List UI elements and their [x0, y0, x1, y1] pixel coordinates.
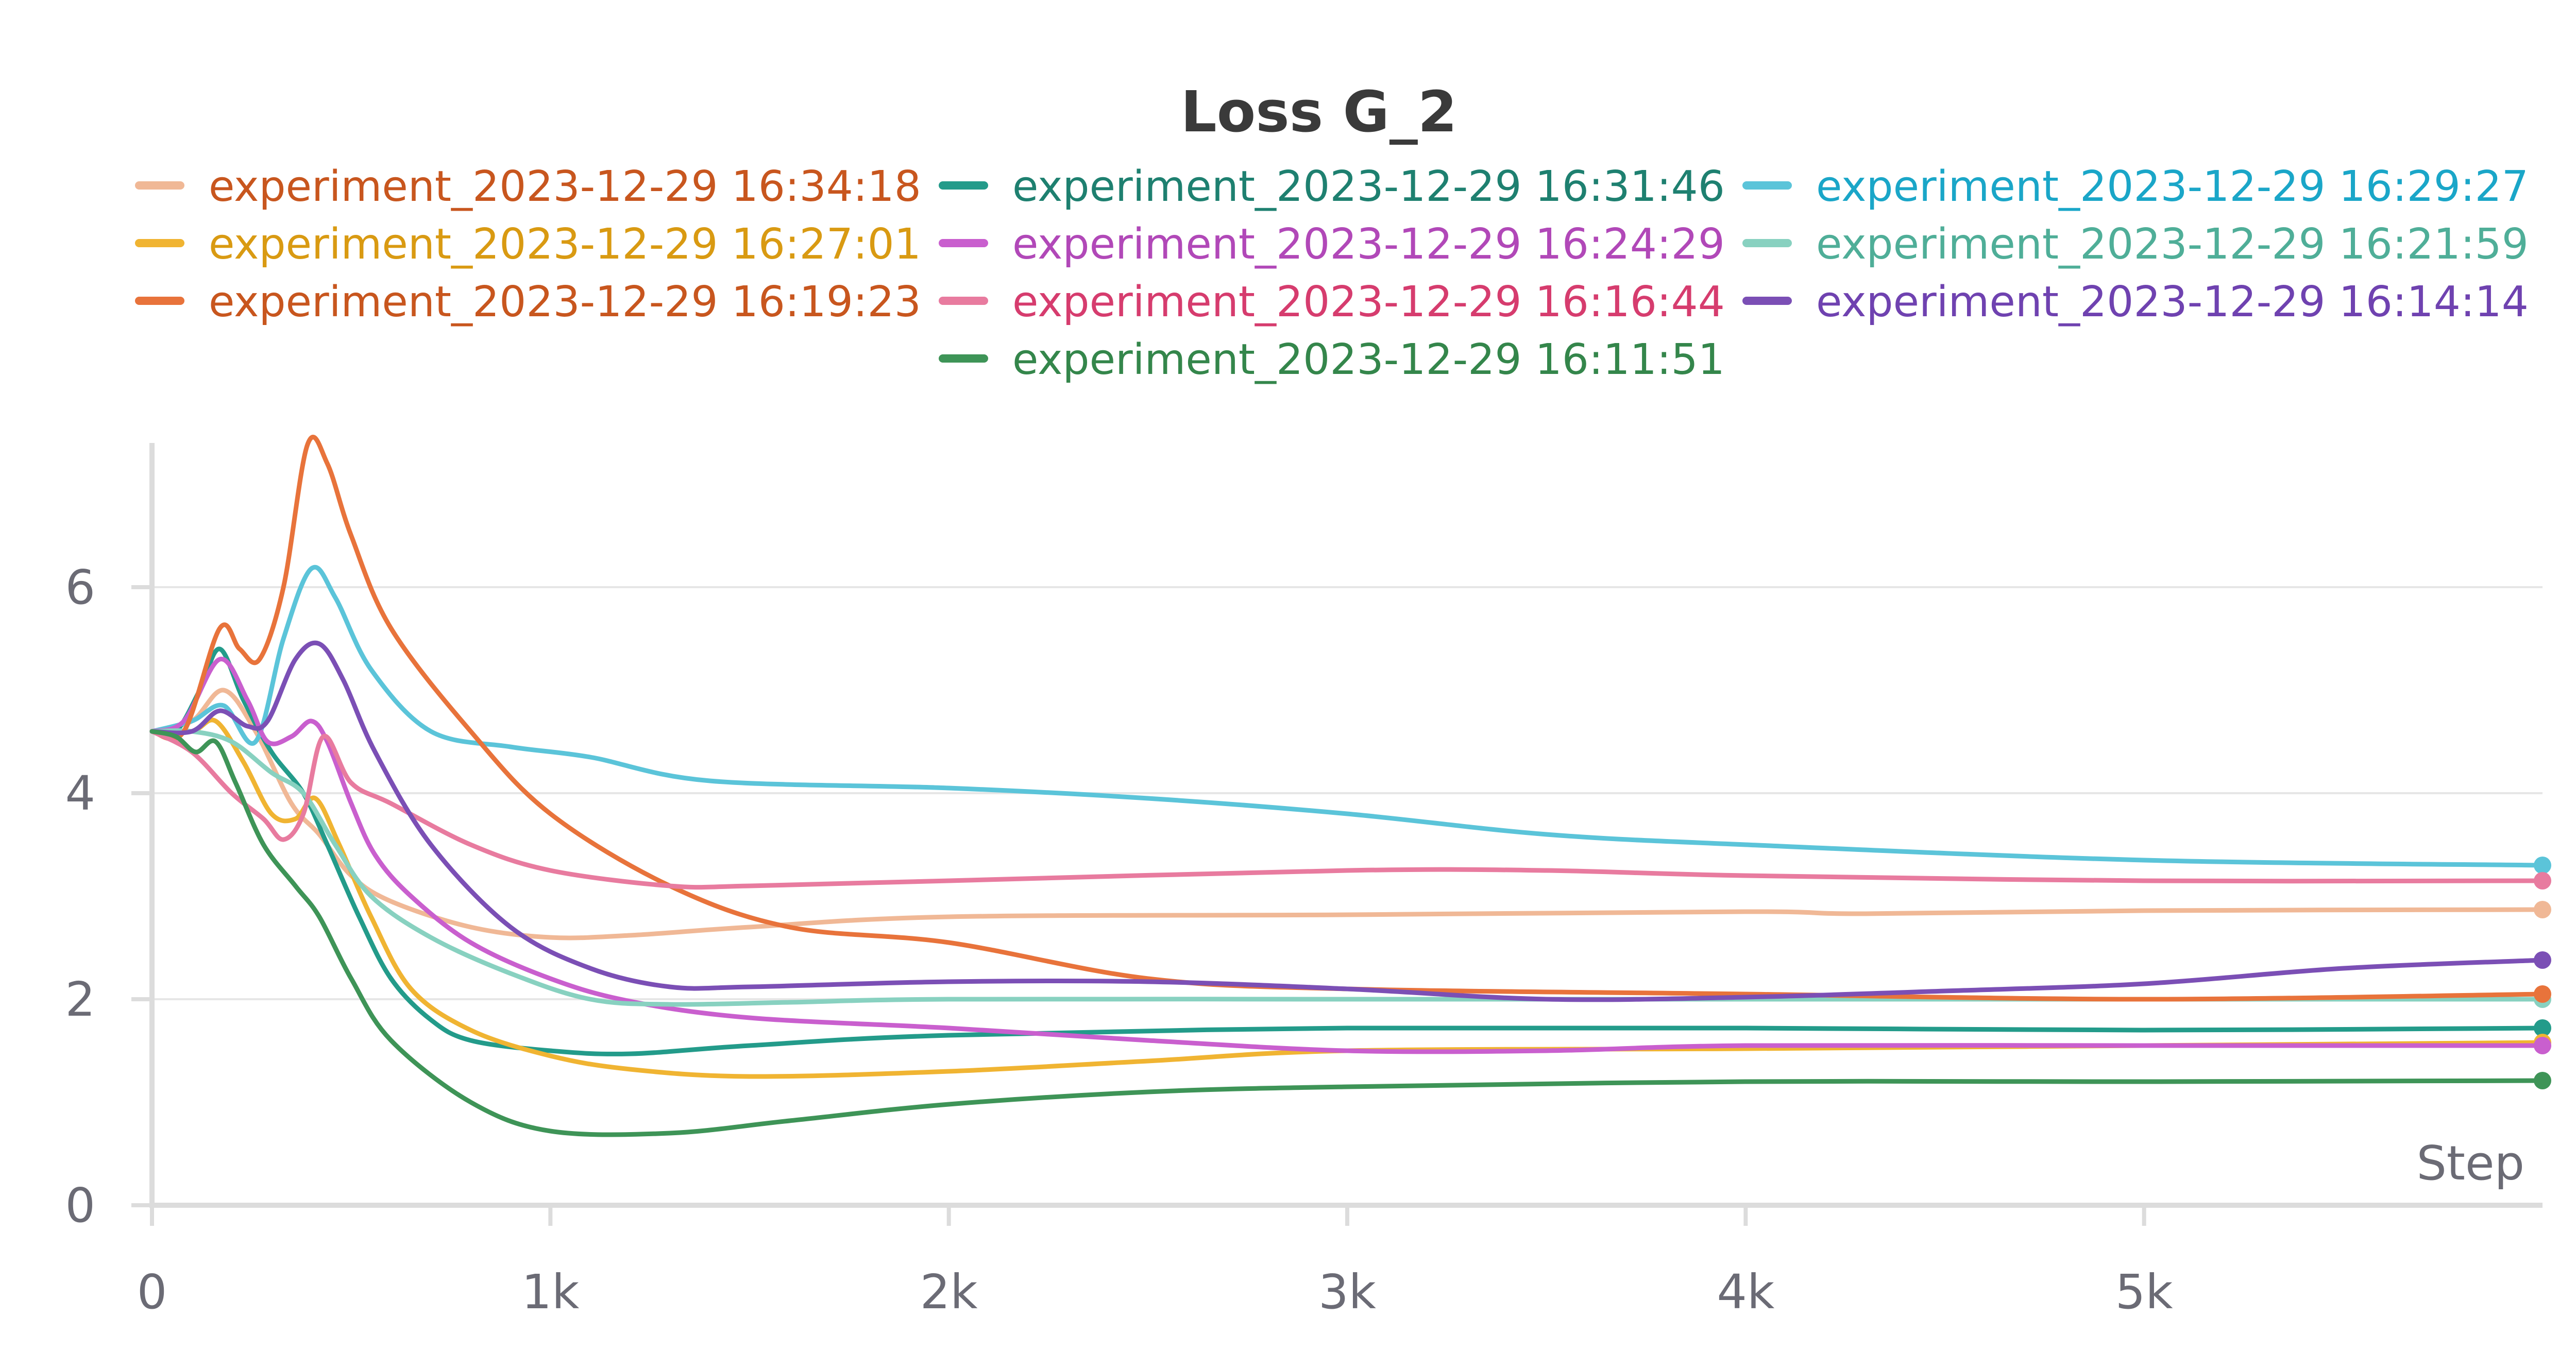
- series-line-9: [149, 729, 2545, 1137]
- series-lines: [149, 435, 2551, 1137]
- legend-label-0: experiment_2023-12-29 16:34:18: [209, 162, 921, 211]
- x-tick-label: 4k: [1717, 1264, 1775, 1320]
- tick-labels: 0 2 4 6 0 1k 2k 3k 4k 5k: [65, 560, 2173, 1320]
- y-tick-label: 6: [65, 560, 95, 615]
- x-tick-label: 5k: [2115, 1264, 2174, 1320]
- legend-label-8: experiment_2023-12-29 16:14:14: [1816, 278, 2529, 327]
- series-end-point-2: [2534, 857, 2551, 874]
- y-tick-label: 0: [65, 1178, 95, 1233]
- series-line-2: [149, 565, 2545, 868]
- chart-title: Loss G_2: [1181, 79, 1458, 145]
- series-line-4: [149, 657, 2545, 1054]
- legend-label-4: experiment_2023-12-29 16:24:29: [1012, 220, 1725, 269]
- series-line-7: [149, 729, 2545, 890]
- x-tick-label: 2k: [920, 1264, 978, 1320]
- series-end-point-7: [2534, 872, 2551, 890]
- legend-label-9: experiment_2023-12-29 16:11:51: [1012, 335, 1725, 384]
- legend-label-5: experiment_2023-12-29 16:21:59: [1816, 220, 2529, 269]
- series-end-point-0: [2534, 901, 2551, 918]
- series-line-0: [149, 688, 2545, 940]
- series-end-point-6: [2534, 985, 2551, 1003]
- x-axis-label: Step: [2417, 1136, 2524, 1191]
- series-line-3: [149, 717, 2545, 1079]
- legend-label-7: experiment_2023-12-29 16:16:44: [1012, 278, 1725, 327]
- series-end-point-1: [2534, 1019, 2551, 1037]
- x-tick-label: 3k: [1318, 1264, 1377, 1320]
- series-line-8: [149, 640, 2545, 1002]
- series-end-point-4: [2534, 1037, 2551, 1054]
- x-tick-label: 1k: [521, 1264, 580, 1320]
- legend-label-3: experiment_2023-12-29 16:27:01: [209, 220, 921, 269]
- y-tick-label: 2: [65, 972, 95, 1027]
- series-end-point-8: [2534, 951, 2551, 969]
- legend-label-2: experiment_2023-12-29 16:29:27: [1816, 162, 2529, 211]
- x-tick-label: 0: [137, 1264, 167, 1320]
- series-end-point-9: [2534, 1072, 2551, 1089]
- y-tick-label: 4: [65, 766, 95, 821]
- legend-label-1: experiment_2023-12-29 16:31:46: [1012, 162, 1725, 211]
- axes: [131, 443, 2543, 1226]
- series-line-6: [149, 435, 2545, 1002]
- legend-label-6: experiment_2023-12-29 16:19:23: [209, 278, 921, 327]
- legend: experiment_2023-12-29 16:34:18 experiment…: [135, 162, 2529, 384]
